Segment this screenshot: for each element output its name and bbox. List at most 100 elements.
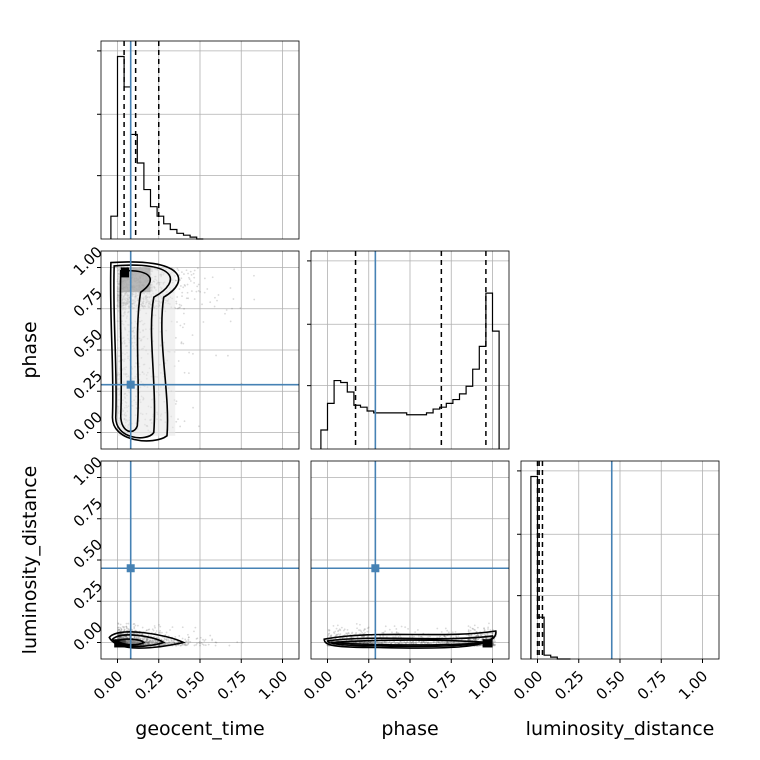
sample-point (346, 633, 349, 636)
sample-point (402, 642, 404, 645)
sample-point (474, 629, 476, 631)
sample-point (364, 628, 366, 631)
sample-point (146, 637, 149, 640)
sample-point (153, 641, 156, 644)
sample-point (388, 641, 391, 644)
sample-point (123, 636, 126, 638)
sample-point (145, 639, 148, 642)
sample-point (362, 641, 365, 644)
sample-point (232, 298, 235, 300)
sample-point (449, 641, 452, 643)
sample-point (451, 631, 454, 634)
sample-point (174, 636, 177, 638)
sample-point (368, 641, 371, 644)
sample-point (182, 643, 184, 646)
sample-point (156, 636, 159, 639)
sample-point (197, 289, 200, 292)
sample-point (336, 633, 339, 636)
sample-point (151, 642, 153, 645)
sample-point (188, 278, 191, 281)
sample-point (477, 634, 480, 637)
sample-point (423, 641, 425, 644)
sample-point (126, 632, 129, 635)
sample-point (125, 635, 128, 638)
sample-point (131, 629, 134, 632)
sample-point (147, 643, 150, 646)
x-axis-label-geocent_time: geocent_time (135, 718, 264, 740)
sample-point (430, 642, 433, 645)
x-tick-label: 1.00 (465, 667, 501, 703)
sample-point (409, 641, 412, 644)
sample-point (185, 297, 188, 300)
sample-point (198, 640, 201, 643)
sample-point (120, 636, 123, 639)
x-tick-label: 0.75 (424, 667, 460, 703)
sample-point (344, 634, 346, 636)
sample-point (144, 641, 147, 643)
sample-point (328, 629, 331, 632)
sample-point (236, 641, 239, 644)
sample-point (192, 406, 194, 409)
sample-point (147, 641, 150, 644)
sample-point (390, 642, 393, 645)
sample-point (164, 638, 167, 641)
sample-point (493, 644, 496, 646)
sample-point (198, 641, 201, 644)
panel-geocent_time-vs-luminosity_distance (100, 460, 300, 660)
sample-point (119, 626, 122, 629)
sample-point (446, 629, 449, 632)
sample-point (196, 267, 199, 270)
sample-point (211, 639, 213, 642)
sample-point (493, 638, 496, 641)
sample-point (187, 297, 190, 300)
sample-point (429, 642, 432, 645)
sample-point (199, 642, 202, 645)
sample-point (388, 628, 391, 631)
sample-point (133, 636, 136, 639)
sample-point (181, 643, 184, 646)
sample-point (480, 638, 483, 641)
sample-point (478, 644, 481, 647)
sample-point (423, 642, 426, 645)
sample-point (204, 644, 207, 647)
sample-point (145, 638, 148, 640)
density-max (120, 267, 130, 278)
sample-point (328, 632, 331, 635)
sample-point (203, 640, 206, 642)
sample-point (198, 425, 200, 428)
sample-point (469, 626, 472, 629)
sample-point (494, 644, 496, 647)
sample-point (366, 627, 369, 630)
sample-point (172, 639, 175, 642)
sample-point (469, 634, 472, 637)
sample-point (117, 637, 120, 640)
sample-point (158, 624, 160, 626)
sample-point (158, 644, 161, 647)
sample-point (199, 636, 202, 639)
sample-point (124, 636, 127, 638)
sample-point (147, 641, 150, 643)
sample-point (177, 360, 180, 362)
sample-point (253, 274, 255, 277)
sample-point (381, 641, 383, 644)
sample-point (487, 626, 490, 629)
sample-point (164, 641, 167, 644)
sample-point (189, 270, 192, 273)
sample-point (117, 626, 119, 629)
sample-point (117, 626, 120, 629)
sample-point (150, 641, 153, 644)
sample-point (345, 632, 347, 635)
y-axis-label-luminosity_distance: luminosity_distance (19, 466, 41, 655)
sample-point (179, 425, 182, 428)
sample-point (474, 638, 477, 640)
sample-point (170, 639, 173, 642)
sample-point (180, 342, 183, 345)
sample-point (148, 628, 151, 631)
sample-point (203, 291, 206, 294)
sample-point (141, 633, 144, 636)
sample-point (412, 641, 414, 644)
sample-point (190, 290, 193, 292)
sample-point (343, 628, 346, 631)
sample-point (132, 632, 135, 635)
sample-point (494, 640, 497, 643)
